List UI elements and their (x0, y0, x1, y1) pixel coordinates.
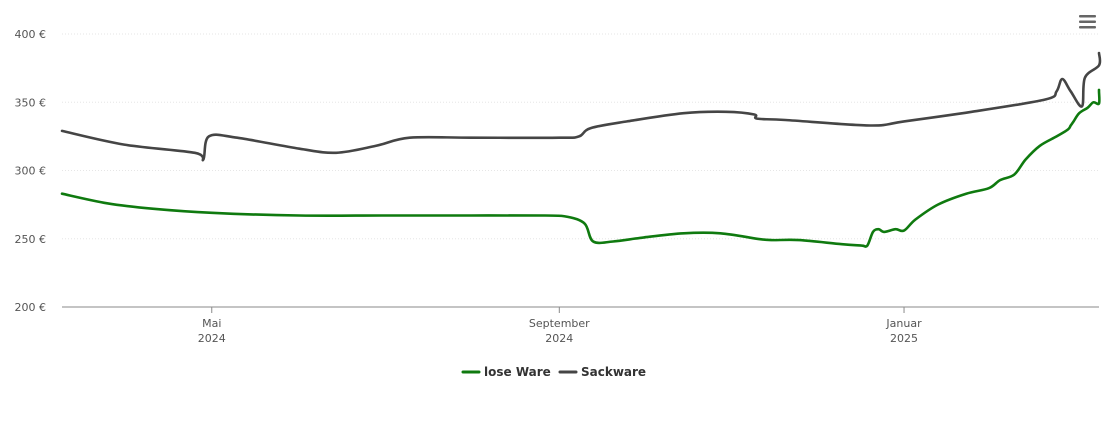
y-tick-label: 200 € (15, 301, 47, 314)
x-tick-year-label: 2025 (890, 332, 918, 345)
series-layer (60, 51, 1102, 248)
legend-item-sackware[interactable]: Sackware (558, 365, 646, 379)
hamburger-menu-icon[interactable] (1072, 10, 1102, 34)
x-tick-year-label: 2024 (545, 332, 573, 345)
series-line-sackware[interactable] (60, 51, 1102, 162)
legend-label: lose Ware (484, 365, 551, 379)
x-tick-month-label: Mai (202, 317, 221, 330)
y-tick-label: 400 € (15, 28, 47, 41)
y-axis: 200 € 250 € 300 € 350 € 400 € (15, 28, 47, 314)
grid-layer (62, 33, 1099, 240)
x-tick-month-label: September (529, 317, 590, 330)
y-tick-label: 300 € (15, 165, 47, 178)
series-line-lose-ware[interactable] (60, 88, 1101, 248)
x-tick-month-label: Januar (885, 317, 922, 330)
x-tick-year-label: 2024 (198, 332, 226, 345)
legend-item-lose-ware[interactable]: lose Ware (461, 365, 551, 379)
legend: lose Ware Sackware (461, 365, 646, 379)
y-tick-label: 350 € (15, 96, 47, 109)
x-axis: Mai 2024 September 2024 Januar 2025 (62, 306, 1099, 345)
legend-label: Sackware (581, 365, 646, 379)
y-tick-label: 250 € (15, 233, 47, 246)
